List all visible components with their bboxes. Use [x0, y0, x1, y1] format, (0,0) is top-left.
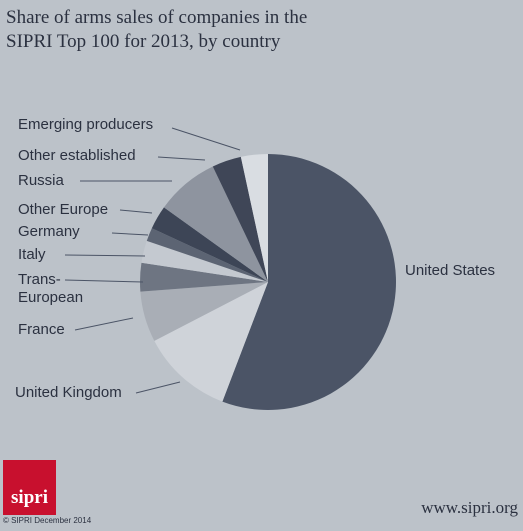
pie-slice — [151, 207, 268, 282]
pie-slice — [240, 154, 268, 282]
pie-slice — [222, 154, 396, 410]
pie-slice — [146, 228, 268, 282]
leader-line — [135, 381, 181, 394]
pie-slice — [140, 262, 268, 292]
slice-label: Italy — [18, 246, 46, 263]
logo: sipri — [3, 460, 56, 515]
chart-title: Share of arms sales of companies in the … — [6, 7, 308, 52]
leader-line — [157, 156, 206, 161]
pie-slice — [141, 240, 268, 282]
slice-label: Germany — [18, 223, 80, 240]
slice-label: Other established — [18, 147, 136, 164]
pie-slice — [140, 282, 268, 341]
leader-line — [111, 232, 149, 236]
slice-label: Other Europe — [18, 201, 109, 218]
website: www.sipri.org — [421, 498, 518, 517]
slice-label: Russia — [18, 172, 64, 189]
leader-line — [64, 254, 146, 257]
pie-slice — [212, 156, 268, 282]
credit: © SIPRI December 2014 — [3, 516, 92, 525]
leader-line — [74, 317, 134, 331]
slice-label: Trans-European — [18, 271, 84, 306]
slice-label: United States — [405, 262, 496, 279]
pie-slice — [154, 282, 268, 402]
pie-slice — [163, 166, 268, 282]
slice-label: Emerging producers — [18, 116, 154, 133]
slice-label: France — [18, 321, 65, 338]
slice-label: United Kingdom — [15, 384, 122, 401]
leader-line — [171, 127, 241, 151]
leader-line — [64, 279, 144, 283]
leader-line — [119, 209, 153, 214]
